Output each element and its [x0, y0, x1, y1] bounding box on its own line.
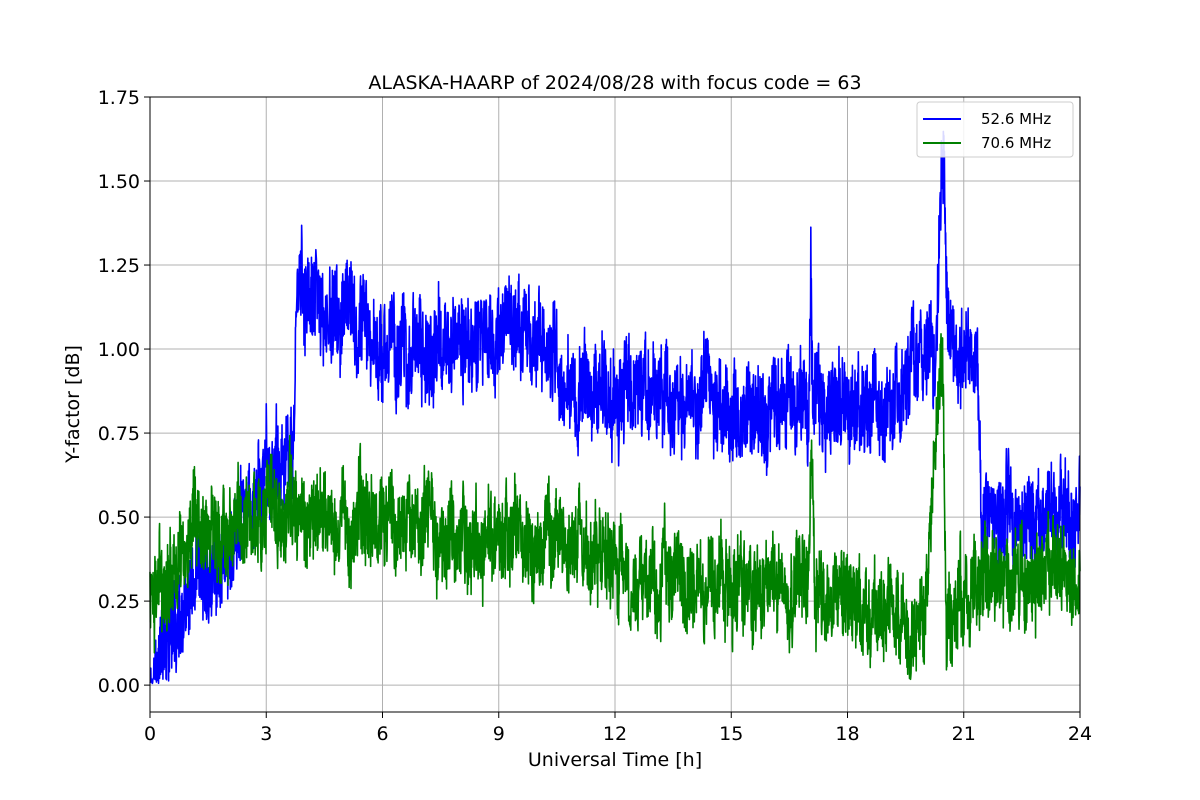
axis-ticks: 0 3 6 9 12 15 18 21 24 0.00 0.25 0.50 0.75 1.00 1.25 1.… [98, 87, 1092, 745]
x-tick-label: 0 [144, 723, 156, 745]
x-tick-label: 18 [835, 723, 859, 745]
y-tick-label: 0.00 [98, 675, 140, 697]
series-layer [149, 130, 1081, 685]
x-tick-label: 12 [603, 723, 627, 745]
y-tick-label: 1.50 [98, 171, 140, 193]
y-tick-label: 0.50 [98, 507, 140, 529]
x-tick-label: 9 [493, 723, 505, 745]
series-line-1 [149, 333, 1081, 681]
chart-title: ALASKA-HAARP of 2024/08/28 with focus co… [368, 72, 861, 94]
y-axis-label: Y-factor [dB] [62, 345, 84, 464]
y-tick-label: 0.75 [98, 423, 140, 445]
y-tick-label: 1.25 [98, 255, 140, 277]
legend-label-1: 70.6 MHz [981, 134, 1051, 152]
x-tick-label: 3 [260, 723, 272, 745]
legend-label-0: 52.6 MHz [981, 110, 1051, 128]
x-tick-label: 15 [719, 723, 743, 745]
x-tick-label: 21 [952, 723, 976, 745]
series-line-0 [149, 130, 1081, 685]
y-tick-label: 1.00 [98, 339, 140, 361]
y-tick-label: 1.75 [98, 87, 140, 109]
legend: 52.6 MHz 70.6 MHz [916, 101, 1074, 158]
x-tick-label: 6 [376, 723, 388, 745]
y-tick-label: 0.25 [98, 591, 140, 613]
x-tick-label: 24 [1068, 723, 1092, 745]
x-axis-label: Universal Time [h] [528, 749, 702, 771]
